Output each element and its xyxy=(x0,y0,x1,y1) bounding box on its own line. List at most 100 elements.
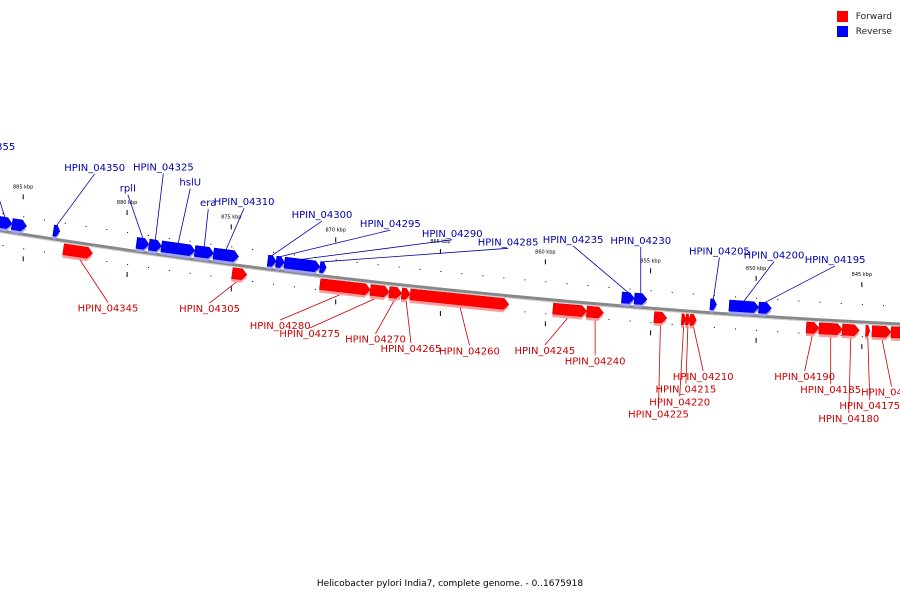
forward-gene-arrow[interactable] xyxy=(653,311,668,327)
gene-label[interactable]: HPIN_04215 xyxy=(656,385,717,396)
scale-tick-label: 880 kbp xyxy=(117,200,137,206)
gene-label[interactable]: HPIN_04290 xyxy=(422,229,483,240)
reverse-gene-arrow[interactable] xyxy=(0,215,13,232)
reverse-gene-arrow[interactable] xyxy=(266,254,277,270)
forward-gene-arrow[interactable] xyxy=(805,321,820,337)
gene-label[interactable]: HPIN_04225 xyxy=(628,410,689,421)
reverse-gene-arrow[interactable] xyxy=(135,237,150,253)
gene-label[interactable]: hslU xyxy=(179,178,201,189)
reverse-gene-arrow[interactable] xyxy=(147,238,162,255)
forward-gene-arrow[interactable] xyxy=(409,288,510,313)
gene-label[interactable]: HPIN_04205 xyxy=(689,246,750,257)
gene-label[interactable]: HPIN_04185 xyxy=(800,385,861,396)
gene-label[interactable]: HPIN_04345 xyxy=(78,303,139,314)
gene-label[interactable]: HPIN_04285 xyxy=(478,237,539,248)
gene-label[interactable]: HPIN_04300 xyxy=(292,210,353,221)
minor-tick-dot xyxy=(713,326,715,328)
reverse-gene-arrow[interactable] xyxy=(709,298,717,313)
gene-label[interactable]: HPIN_04195 xyxy=(805,255,866,266)
gene-label[interactable]: era xyxy=(200,198,216,209)
gene-label-leader xyxy=(323,247,509,263)
gene-label[interactable]: HPIN_04310 xyxy=(214,197,275,208)
forward-gene-arrow[interactable] xyxy=(685,313,691,329)
minor-tick-dot xyxy=(524,279,526,281)
minor-tick-dot xyxy=(482,275,484,277)
minor-tick-dot xyxy=(252,249,254,251)
gene-label[interactable]: HPIN_04240 xyxy=(565,356,626,367)
forward-gene-arrow[interactable] xyxy=(841,323,860,339)
gene-label[interactable]: HPIN_04265 xyxy=(381,344,442,355)
legend-forward: Forward xyxy=(836,9,892,24)
gene-label[interactable]: HPIN_04295 xyxy=(360,219,421,230)
gene-arrow-body xyxy=(400,287,411,300)
minor-tick-dot xyxy=(713,294,715,296)
minor-tick-dot xyxy=(629,288,631,290)
reverse-gene-arrow[interactable] xyxy=(318,261,327,276)
gene-label-leader xyxy=(271,220,323,256)
forward-gene-arrow[interactable] xyxy=(585,305,604,322)
minor-tick-dot xyxy=(189,272,191,274)
gene-label[interactable]: HPIN_04175 xyxy=(839,401,900,412)
gene-label[interactable]: HPIN_04355 xyxy=(0,142,15,153)
gene-label[interactable]: rplI xyxy=(120,184,136,195)
reverse-gene-arrow[interactable] xyxy=(10,218,28,235)
gene-label[interactable]: HPIN_04230 xyxy=(610,236,671,247)
forward-gene-arrow[interactable] xyxy=(689,314,697,329)
legend: Forward Reverse xyxy=(836,9,892,39)
gene-label[interactable]: HPIN_04270 xyxy=(345,335,406,346)
reverse-gene-arrow[interactable] xyxy=(52,224,61,240)
minor-tick-dot xyxy=(147,267,149,269)
gene-label[interactable]: HPIN_04325 xyxy=(133,162,194,173)
forward-gene-arrow[interactable] xyxy=(231,267,248,284)
gene-label[interactable]: HPIN_04260 xyxy=(439,346,500,357)
gene-label[interactable]: HPIN_04280 xyxy=(250,321,311,332)
forward-gene-arrow[interactable] xyxy=(890,326,900,345)
scale-ticks-layer: 885 kbp 880 kbp 875 kbp 870 kbp 865 kbp 860 k… xyxy=(2,184,885,350)
reverse-gene-arrow[interactable] xyxy=(633,292,648,308)
minor-tick-dot xyxy=(398,266,400,268)
gene-label[interactable]: HPIN_04235 xyxy=(543,235,604,246)
reverse-gene-arrow[interactable] xyxy=(758,301,772,317)
gene-label[interactable]: HPIN_04275 xyxy=(279,329,340,340)
forward-gene-arrow[interactable] xyxy=(865,325,871,340)
gene-arrow-body xyxy=(841,323,860,336)
reverse-gene-arrow[interactable] xyxy=(621,291,635,307)
gene-label-leader xyxy=(77,256,109,303)
gene-arrow-body xyxy=(805,321,820,334)
gene-label[interactable]: HPIN_04170 xyxy=(861,388,900,399)
reverse-gene-arrow[interactable] xyxy=(275,255,285,271)
reverse-gene-arrow[interactable] xyxy=(212,247,239,265)
reverse-gene-arrow[interactable] xyxy=(193,245,215,262)
reverse-gene-arrow[interactable] xyxy=(728,299,760,316)
gene-label[interactable]: HPIN_04190 xyxy=(774,372,835,383)
gene-label[interactable]: HPIN_04220 xyxy=(649,397,710,408)
gene-arrow-body xyxy=(52,224,61,237)
minor-tick-dot xyxy=(777,331,779,333)
reverse-gene-arrow[interactable] xyxy=(160,240,196,259)
forward-gene-arrow[interactable] xyxy=(680,313,687,328)
forward-gene-arrow[interactable] xyxy=(552,302,588,320)
gene-label[interactable]: HPIN_04350 xyxy=(64,163,125,174)
gene-arrow-body xyxy=(135,237,150,250)
forward-gene-arrow[interactable] xyxy=(871,325,892,341)
gene-label[interactable]: HPIN_04200 xyxy=(744,251,805,262)
forward-gene-arrow[interactable] xyxy=(62,243,93,262)
forward-gene-arrow[interactable] xyxy=(369,284,390,300)
gene-arrow-body xyxy=(193,245,214,259)
gene-arrow-body xyxy=(890,326,900,342)
forward-gene-arrow[interactable] xyxy=(388,286,403,302)
minor-tick-dot xyxy=(335,259,337,261)
forward-gene-arrow[interactable] xyxy=(818,322,843,338)
gene-label-leader xyxy=(804,333,814,371)
gene-label[interactable]: HPIN_04245 xyxy=(514,346,575,357)
reverse-gene-arrow[interactable] xyxy=(283,256,321,275)
minor-tick-dot xyxy=(106,228,108,230)
gene-label[interactable]: HPIN_04305 xyxy=(179,304,240,315)
gene-arrow-body xyxy=(231,267,248,281)
minor-tick-dot xyxy=(819,301,821,303)
minor-tick-dot xyxy=(23,248,25,250)
forward-gene-arrow[interactable] xyxy=(400,287,411,303)
forward-gene-arrow[interactable] xyxy=(319,278,371,299)
gene-label[interactable]: HPIN_04210 xyxy=(673,372,734,383)
gene-label[interactable]: HPIN_04180 xyxy=(818,414,879,425)
